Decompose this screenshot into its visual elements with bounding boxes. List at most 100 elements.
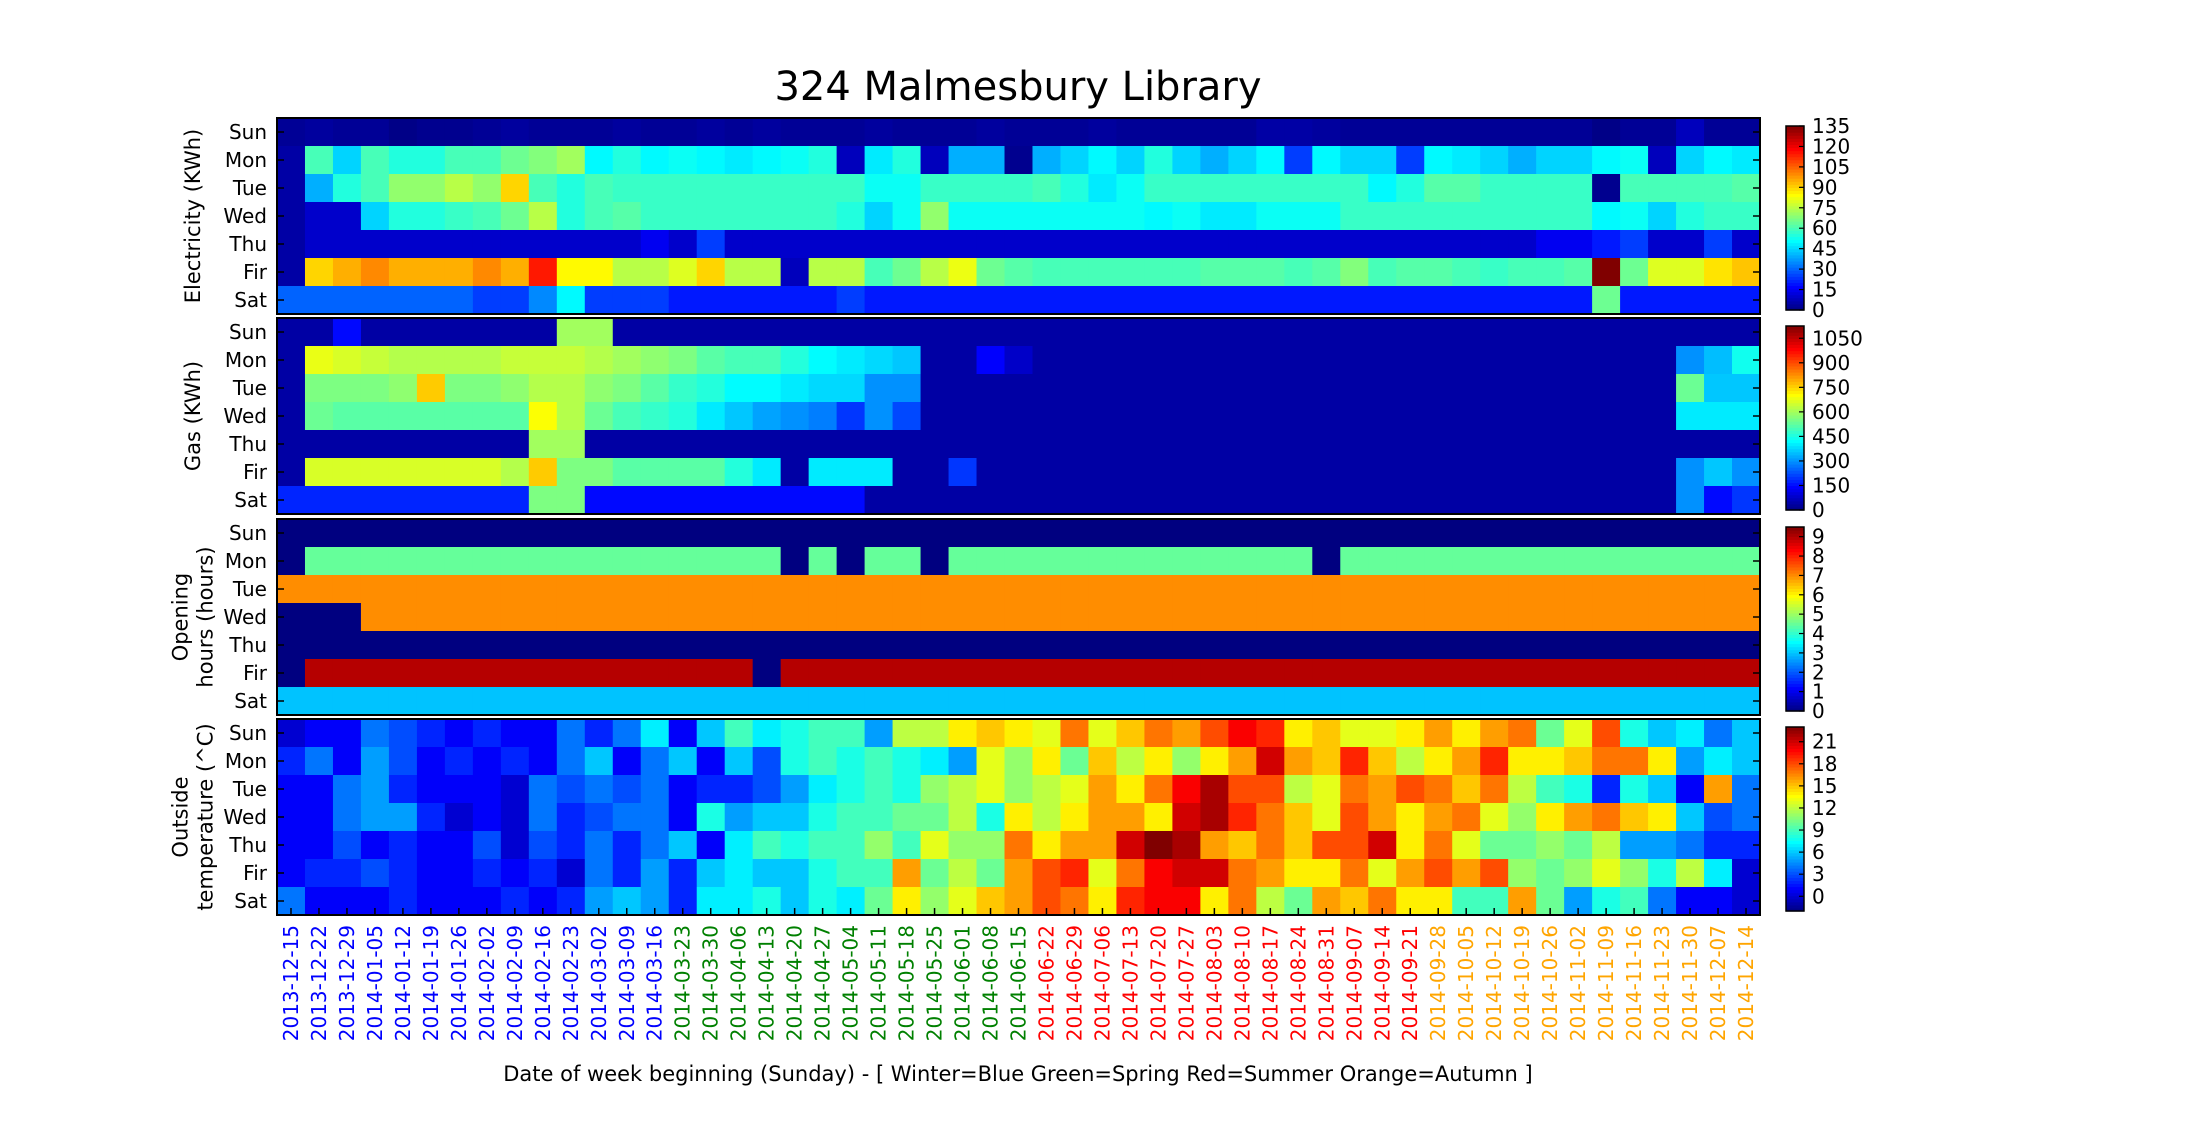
heatmap-cell [1368, 775, 1397, 804]
heatmap-cell [808, 775, 838, 804]
heatmap-cell [1004, 458, 1034, 487]
heatmap-cell [640, 258, 670, 287]
colorbar-segment [1786, 427, 1804, 431]
heatmap-cell [1704, 146, 1733, 175]
heatmap-cell [1312, 230, 1341, 259]
heatmap-cell [416, 174, 446, 203]
heatmap-cell [1620, 174, 1649, 203]
heatmap-cell [444, 519, 474, 548]
heatmap-cell [1256, 374, 1285, 403]
heatmap-cell [1704, 747, 1733, 776]
heatmap-cell [500, 430, 530, 459]
heatmap-cell [976, 831, 1006, 860]
heatmap-cell [1676, 747, 1705, 776]
x-tick-label: 2014-05-25 [923, 925, 947, 1041]
heatmap-cell [1620, 374, 1649, 403]
heatmap-cell [1620, 458, 1649, 487]
heatmap-cell [1340, 202, 1369, 231]
heatmap-cell [1172, 118, 1201, 147]
heatmap-cell [1396, 430, 1425, 459]
heatmap-cell [1116, 346, 1146, 375]
colorbar-tick-label: 18 [1812, 752, 1837, 776]
heatmap-cell [1004, 687, 1034, 716]
heatmap-cell [808, 402, 838, 431]
heatmap-cell [696, 603, 726, 632]
colorbar-segment [1786, 175, 1804, 179]
heatmap-cell [528, 286, 558, 315]
heatmap-cell [528, 575, 558, 604]
colorbar-segment [1786, 445, 1804, 450]
heatmap-cell [1256, 687, 1285, 716]
heatmap-cell [780, 258, 810, 287]
heatmap-cell [1676, 519, 1705, 548]
heatmap-cell [1592, 719, 1621, 748]
heatmap-cell [668, 719, 698, 748]
heatmap-cell [948, 775, 978, 804]
heatmap-cell [780, 859, 810, 888]
heatmap-cell [360, 430, 390, 459]
heatmap-cell [1228, 519, 1257, 548]
heatmap-cell [556, 486, 586, 515]
heatmap-cell [808, 719, 838, 748]
heatmap-cell [1368, 402, 1397, 431]
heatmap-cell [696, 258, 726, 287]
heatmap-cell [640, 547, 670, 576]
heatmap-cell [416, 859, 446, 888]
heatmap-cell [1172, 258, 1201, 287]
heatmap-cell [1284, 318, 1313, 347]
colorbar-segment [1786, 233, 1804, 237]
colorbar-segment [1786, 350, 1804, 355]
heatmap-cell [1452, 202, 1481, 231]
heatmap-cell [808, 575, 838, 604]
heatmap-cell [472, 519, 502, 548]
heatmap-cell [1004, 519, 1034, 548]
colorbar-segment [1786, 344, 1804, 349]
heatmap-cell [1060, 346, 1090, 375]
heatmap-cell [976, 374, 1006, 403]
heatmap-cell [752, 747, 782, 776]
colorbar-segment [1786, 736, 1804, 740]
colorbar-segment [1786, 368, 1804, 373]
heatmap-cell [1228, 831, 1257, 860]
heatmap-cell [304, 202, 334, 231]
heatmap-cell [1592, 402, 1621, 431]
heatmap-cell [808, 458, 838, 487]
heatmap-cell [1256, 831, 1285, 860]
colorbar-segment [1786, 677, 1804, 681]
x-tick-label: 2014-07-20 [1146, 925, 1170, 1041]
heatmap-cell [1424, 775, 1453, 804]
colorbar-segment [1786, 782, 1804, 786]
heatmap-cell [1676, 402, 1705, 431]
colorbar-segment [1786, 362, 1804, 367]
heatmap-cell [1676, 859, 1705, 888]
heatmap-cell [1676, 174, 1705, 203]
heatmap-cell [1284, 719, 1313, 748]
heatmap-cell [1620, 831, 1649, 860]
colorbar-segment [1786, 347, 1804, 352]
heatmap-cell [1284, 430, 1313, 459]
heatmap-cell [360, 603, 390, 632]
colorbar-segment [1786, 132, 1804, 136]
heatmap-cell [612, 118, 642, 147]
heatmap-cell [500, 687, 530, 716]
heatmap-cell [1368, 258, 1397, 287]
heatmap-cell [1144, 859, 1173, 888]
colorbar-segment [1786, 202, 1804, 207]
colorbar-segment [1786, 399, 1804, 404]
heatmap-cell [1200, 775, 1229, 804]
heatmap-cell [668, 402, 698, 431]
heatmap-cell [640, 603, 670, 632]
x-tick-label: 2014-11-02 [1566, 925, 1590, 1041]
heatmap-cell [1452, 603, 1481, 632]
colorbar-segment [1786, 414, 1804, 419]
heatmap-cell [836, 374, 866, 403]
heatmap-cell [976, 346, 1006, 375]
heatmap-cell [892, 603, 922, 632]
x-tick-label: 2014-06-22 [1034, 925, 1058, 1041]
heatmap-cell [976, 230, 1006, 259]
heatmap-cell [1396, 374, 1425, 403]
colorbar-segment [1786, 329, 1804, 333]
heatmap-cell [1536, 687, 1565, 716]
colorbar-segment [1786, 569, 1804, 574]
